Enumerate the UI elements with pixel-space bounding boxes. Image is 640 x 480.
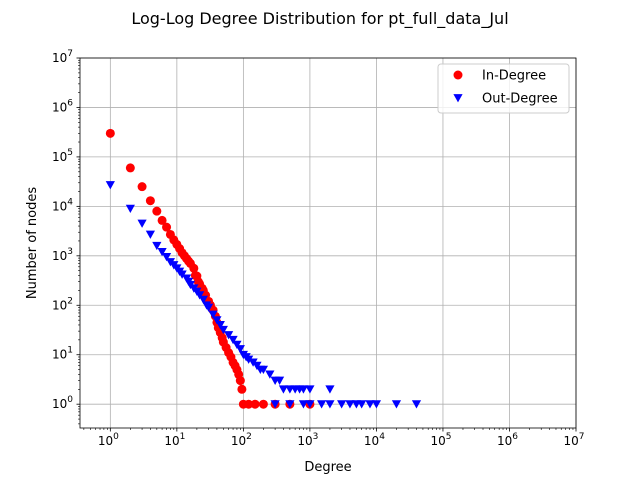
- axes-frame: [79, 57, 577, 429]
- data-point-out-degree: [270, 400, 280, 409]
- data-point-in-degree: [235, 376, 245, 386]
- data-point-out-degree: [224, 331, 234, 340]
- data-point-in-degree: [152, 206, 162, 216]
- data-point-out-degree: [195, 291, 205, 300]
- data-point-in-degree: [137, 182, 147, 192]
- data-point-out-degree: [145, 230, 155, 239]
- legend-marker-out-degree: [453, 94, 463, 103]
- data-point-out-degree: [298, 400, 309, 409]
- data-marks: [105, 128, 422, 409]
- data-point-out-degree: [317, 400, 327, 409]
- data-point-out-degree: [325, 385, 335, 394]
- data-point-in-degree: [157, 215, 167, 225]
- y-axis-label: Number of nodes: [25, 187, 40, 299]
- data-point-out-degree: [274, 376, 285, 385]
- data-point-out-degree: [411, 400, 422, 409]
- data-point-in-degree: [237, 384, 247, 394]
- data-point-out-degree: [208, 310, 218, 319]
- data-point-out-degree: [305, 385, 315, 394]
- legend: In-Degree Out-Degree: [437, 63, 570, 114]
- data-point-out-degree: [203, 303, 214, 312]
- data-point-out-degree: [365, 400, 375, 409]
- y-tick-label: 107: [52, 49, 73, 65]
- data-point-out-degree: [325, 400, 335, 409]
- data-point-out-degree: [278, 385, 289, 394]
- x-tick-label: 102: [231, 432, 252, 448]
- data-point-in-degree: [189, 263, 199, 273]
- x-tick-label: 101: [164, 432, 185, 448]
- data-point-in-degree: [250, 399, 260, 409]
- data-point-out-degree: [235, 345, 245, 354]
- data-point-in-degree: [105, 128, 115, 138]
- legend-label-in-degree: In-Degree: [482, 69, 546, 84]
- data-point-out-degree: [198, 295, 208, 305]
- chart-title: Log-Log Degree Distribution for pt_full_…: [131, 9, 508, 29]
- legend-label-out-degree: Out-Degree: [482, 92, 558, 107]
- x-tick-label: 105: [430, 432, 451, 448]
- legend-marker-in-degree: [453, 70, 463, 80]
- data-point-out-degree: [215, 321, 225, 330]
- data-point-out-degree: [152, 241, 162, 251]
- data-point-out-degree: [137, 219, 147, 228]
- y-tick-label: 105: [52, 148, 73, 164]
- data-point-out-degree: [228, 335, 238, 345]
- y-tick-label: 101: [52, 346, 73, 362]
- data-point-out-degree: [157, 247, 167, 257]
- data-point-out-degree: [357, 400, 367, 409]
- x-axis-label: Degree: [304, 460, 351, 475]
- data-point-out-degree: [161, 253, 172, 262]
- x-tick-label: 107: [563, 432, 584, 448]
- data-point-out-degree: [218, 325, 228, 335]
- data-point-out-degree: [244, 355, 254, 364]
- y-tick-label: 102: [52, 296, 73, 312]
- data-point-out-degree: [345, 400, 355, 409]
- data-point-out-degree: [265, 370, 275, 379]
- data-point-in-degree: [258, 399, 268, 409]
- y-tick-label: 106: [52, 98, 73, 114]
- axis-ticks: 100 101 102 103 104 105 106 107 100 101 102 103 104 1…: [52, 49, 585, 448]
- data-point-out-degree: [391, 400, 402, 409]
- data-point-in-degree: [145, 196, 155, 206]
- data-point-out-degree: [125, 204, 135, 213]
- y-tick-label: 100: [52, 395, 73, 411]
- data-point-in-degree: [244, 399, 254, 409]
- data-point-out-degree: [337, 400, 347, 409]
- data-point-out-degree: [285, 400, 295, 409]
- x-tick-label: 106: [497, 432, 518, 448]
- data-point-out-degree: [258, 365, 269, 374]
- data-point-out-degree: [298, 385, 309, 394]
- data-point-out-degree: [105, 181, 115, 190]
- legend-box: [437, 63, 570, 114]
- x-tick-label: 100: [98, 432, 119, 448]
- data-point-in-degree: [125, 163, 135, 173]
- y-tick-label: 103: [52, 247, 73, 263]
- x-tick-label: 104: [364, 432, 385, 448]
- data-point-out-degree: [371, 400, 382, 409]
- data-point-in-degree: [162, 222, 172, 232]
- x-tick-label: 103: [297, 432, 318, 448]
- data-point-out-degree: [212, 316, 222, 325]
- data-point-out-degree: [232, 340, 242, 350]
- y-tick-label: 104: [52, 197, 73, 213]
- grid-lines: [80, 57, 577, 428]
- data-point-out-degree: [305, 400, 315, 409]
